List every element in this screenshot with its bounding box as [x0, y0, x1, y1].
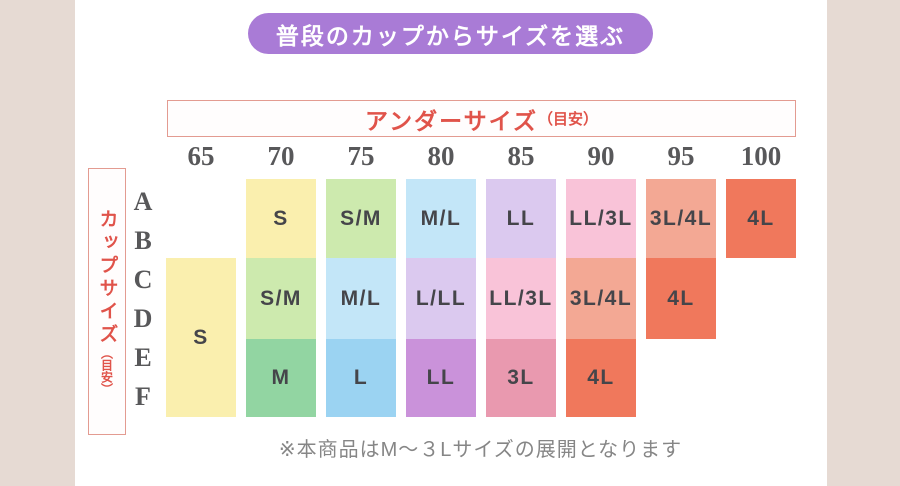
- size-cell: 4L: [646, 258, 716, 339]
- size-cell: 4L: [566, 339, 636, 417]
- size-cell: M: [246, 339, 316, 417]
- size-cell: S: [246, 179, 316, 258]
- size-cell: L: [326, 339, 396, 417]
- cup-size-row-label: D: [133, 304, 153, 333]
- size-cell: M/L: [326, 258, 396, 339]
- cup-size-header: カップサイズ（目安）: [88, 168, 126, 435]
- size-cell: S/M: [326, 179, 396, 258]
- under-size-header-suffix: （目安）: [537, 112, 598, 128]
- under-size-column-label: 95: [667, 141, 695, 171]
- under-size-column-label: 80: [427, 141, 455, 171]
- cup-size-header-text: カップサイズ（目安）: [96, 208, 118, 395]
- under-size-header: アンダーサイズ （目安）: [167, 100, 796, 137]
- cup-size-row-label: B: [134, 226, 152, 255]
- size-cell: 4L: [726, 179, 796, 258]
- size-cell: 3L/4L: [646, 179, 716, 258]
- cup-size-row-label: E: [134, 343, 152, 372]
- size-cell: LL: [486, 179, 556, 258]
- cup-size-row-label: F: [135, 382, 151, 411]
- size-cell: S: [166, 258, 236, 417]
- cup-size-row-label: C: [133, 265, 153, 294]
- content-card: 普段のカップからサイズを選ぶ アンダーサイズ （目安） 65 70 75 80 85 90 9…: [75, 0, 827, 486]
- under-size-column-label: 75: [347, 141, 375, 171]
- under-size-column-label: 65: [187, 141, 215, 171]
- size-cell: LL/3L: [566, 179, 636, 258]
- under-size-column-label: 100: [740, 141, 782, 171]
- under-size-column-label: 90: [587, 141, 615, 171]
- product-size-note: ※本商品はM～３Lサイズの展開となります: [278, 439, 683, 461]
- size-cell: 3L: [486, 339, 556, 417]
- size-guide-title-text: 普段のカップからサイズを選ぶ: [275, 22, 626, 49]
- size-guide-title-badge: 普段のカップからサイズを選ぶ: [248, 13, 653, 54]
- size-cell: S/M: [246, 258, 316, 339]
- under-size-header-title: アンダーサイズ: [365, 108, 538, 134]
- size-cell: L/LL: [406, 258, 476, 339]
- cup-size-row-label: A: [133, 187, 153, 216]
- size-cell: M/L: [406, 179, 476, 258]
- size-cell: 3L/4L: [566, 258, 636, 339]
- under-size-column-label: 70: [267, 141, 295, 171]
- size-cell: LL/3L: [486, 258, 556, 339]
- under-size-column-label: 85: [507, 141, 535, 171]
- size-cell: LL: [406, 339, 476, 417]
